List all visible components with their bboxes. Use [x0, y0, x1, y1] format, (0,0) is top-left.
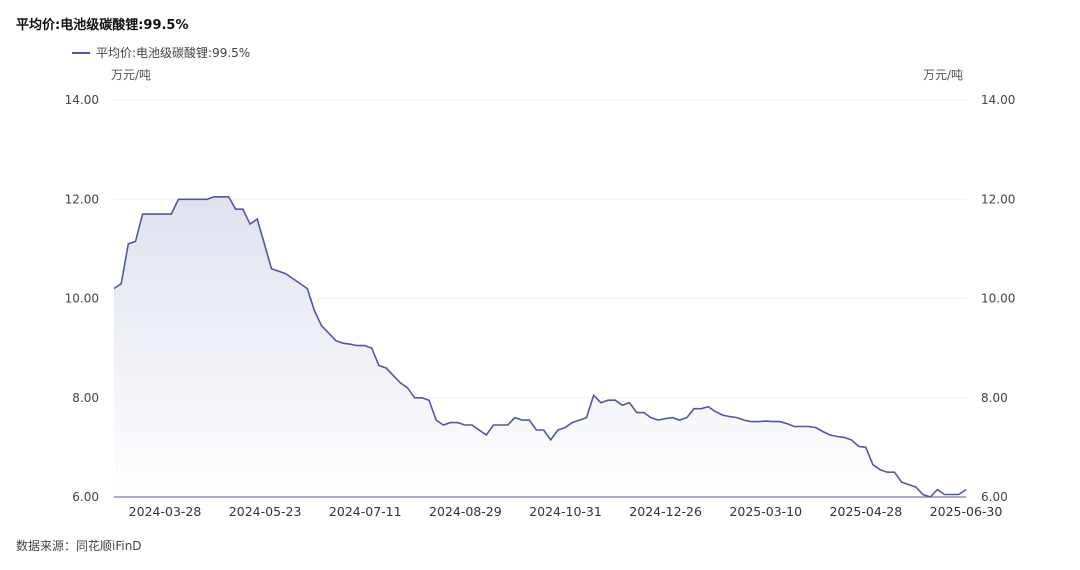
x-tick-label: 2024-07-11: [329, 504, 402, 519]
y-axis-unit-left: 万元/吨: [111, 68, 152, 82]
x-tick-label: 2025-06-30: [930, 504, 1003, 519]
grid: [114, 99, 966, 399]
series-line[interactable]: [113, 196, 967, 498]
legend-label: 平均价:电池级碳酸锂:99.5%: [96, 46, 251, 60]
y-axis-unit-right: 万元/吨: [923, 68, 964, 82]
chart-title: 平均价:电池级碳酸锂:99.5%: [16, 18, 189, 33]
y-tick-label-right: 6.00: [981, 490, 1008, 504]
y-axis-left: 6.00 8.00 10.00 12.00 14.00: [65, 93, 99, 504]
y-tick-label-left: 14.00: [65, 93, 99, 107]
legend[interactable]: 平均价:电池级碳酸锂:99.5%: [72, 44, 250, 61]
y-tick-label-right: 10.00: [981, 292, 1015, 306]
y-tick-label-left: 8.00: [72, 391, 99, 405]
x-axis: 2024-03-28 2024-05-23 2024-07-11 2024-08-29…: [129, 504, 1003, 519]
y-tick-label-right: 8.00: [981, 391, 1008, 405]
legend-line-swatch: [72, 51, 90, 54]
x-tick-label: 2024-03-28: [129, 504, 202, 519]
x-tick-label: 2025-04-28: [830, 504, 903, 519]
area-fill: [114, 196, 966, 498]
y-tick-label-right: 14.00: [981, 93, 1015, 107]
y-tick-label-left: 6.00: [72, 490, 99, 504]
x-tick-label: 2024-08-29: [429, 504, 502, 519]
x-tick-label: 2024-05-23: [229, 504, 302, 519]
y-axis-right: 6.00 8.00 10.00 12.00 14.00: [981, 93, 1015, 504]
x-tick-label: 2025-03-10: [729, 504, 802, 519]
y-tick-label-left: 10.00: [65, 292, 99, 306]
y-tick-label-left: 12.00: [65, 192, 99, 206]
y-tick-label-right: 12.00: [981, 192, 1015, 206]
x-tick-label: 2024-10-31: [529, 504, 602, 519]
data-source: 数据来源：同花顺iFinD: [16, 539, 142, 553]
x-tick-label: 2024-12-26: [629, 504, 702, 519]
